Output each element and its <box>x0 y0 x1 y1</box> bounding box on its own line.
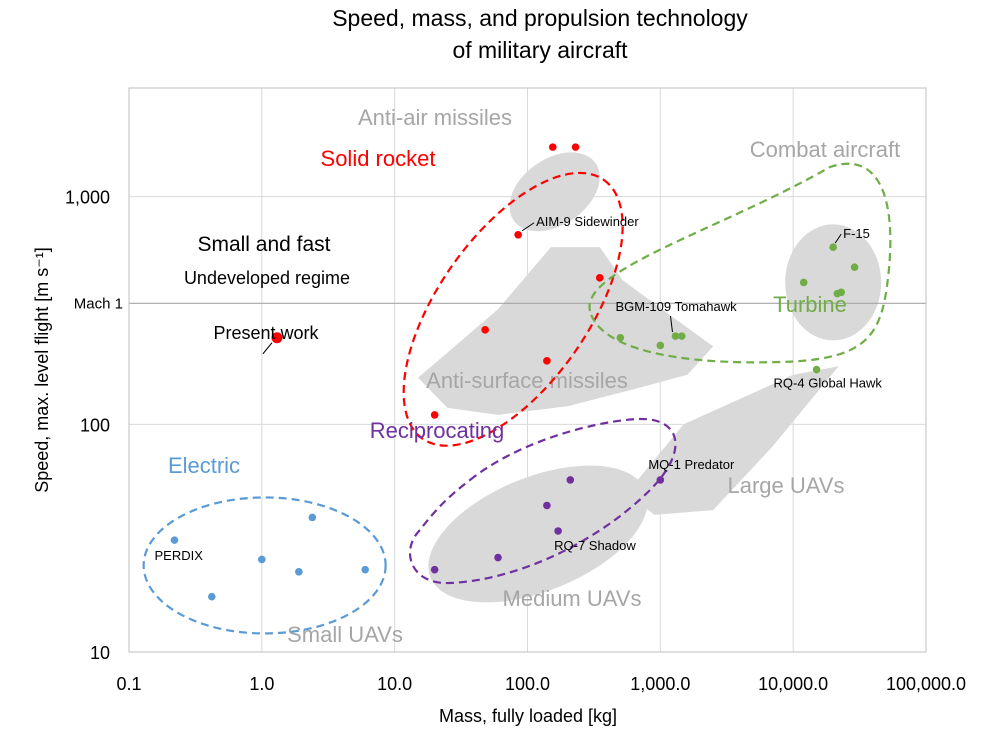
data-label: PERDIX <box>154 548 203 563</box>
tick-labels: 0.1 1.0 10.0 100.0 1,000.0 10,000.0 100,000.0 1… <box>65 188 966 694</box>
envelope-solid-rocket <box>402 171 624 447</box>
region-label-medium-uavs: Medium UAVs <box>503 586 642 611</box>
data-point-turbine <box>656 341 665 350</box>
data-point-electric <box>258 555 266 564</box>
leader-line <box>521 222 535 232</box>
data-label: AIM-9 Sidewinder <box>536 214 639 229</box>
leader-line <box>834 233 842 244</box>
data-point-electric <box>207 592 216 601</box>
chart-title-line-1: Speed, mass, and propulsion technology <box>332 5 748 31</box>
data-point-reciprocating <box>554 527 562 535</box>
series-label-electric: Electric <box>168 453 240 478</box>
y-tick-label: 10 <box>90 643 110 663</box>
data-point-turbine <box>829 243 837 251</box>
series-label-reciprocating: Reciprocating <box>370 418 505 443</box>
data-label: RQ-4 Global Hawk <box>774 376 883 391</box>
data-point-electric <box>170 536 179 544</box>
leader-line-present-work <box>262 342 273 355</box>
data-point-turbine <box>833 289 842 298</box>
y-tick-label: 100 <box>80 415 110 435</box>
data-point-reciprocating <box>543 501 551 510</box>
region-label-large-uavs: Large UAVs <box>728 473 845 498</box>
data-point-solid-rocket <box>514 230 522 239</box>
region-combat-aircraft <box>785 224 882 341</box>
technology-envelopes <box>142 162 892 635</box>
mach-line-group: Mach 1 <box>74 295 926 312</box>
annotation-undeveloped: Undeveloped regime <box>184 268 350 288</box>
data-point-electric <box>361 565 369 574</box>
series-label-solid-rocket: Solid rocket <box>321 146 436 171</box>
region-label-small-uavs: Small UAVs <box>287 622 403 647</box>
data-point-present-work <box>271 332 283 344</box>
envelope-reciprocating <box>408 417 677 585</box>
data-point-electric <box>308 513 317 522</box>
data-point-electric <box>295 568 303 576</box>
data-points <box>170 143 859 601</box>
region-label-anti-air: Anti-air missiles <box>358 105 512 130</box>
data-point-turbine <box>616 333 625 342</box>
data-point-reciprocating <box>494 553 502 562</box>
present-work-label: Present work <box>213 323 319 343</box>
data-point-solid-rocket <box>595 274 604 282</box>
data-label: F-15 <box>843 226 870 241</box>
mach-1-label: Mach 1 <box>74 295 123 312</box>
envelope-electric <box>142 496 387 635</box>
region-large-uavs <box>626 366 839 515</box>
annotation-small-fast: Small and fast <box>197 233 330 256</box>
data-point-reciprocating <box>656 476 665 484</box>
data-point-turbine <box>799 278 808 287</box>
x-axis-title: Mass, fully loaded [kg] <box>439 706 617 726</box>
region-shapes <box>418 152 882 603</box>
data-point-solid-rocket <box>543 357 551 365</box>
data-label: MQ-1 Predator <box>648 457 735 472</box>
data-point-turbine <box>850 263 859 271</box>
data-point-reciprocating <box>566 476 575 484</box>
leader-line <box>669 316 673 333</box>
data-point-turbine <box>671 332 680 340</box>
point-callouts: AIM-9 Sidewinder F-15 BGM-109 Tomahawk RQ-4… <box>154 214 882 563</box>
chart-title-line-2: of military aircraft <box>452 37 628 63</box>
data-point-turbine <box>812 365 821 374</box>
x-tick-label: 10.0 <box>377 674 412 694</box>
x-tick-label: 100,000.0 <box>886 674 966 694</box>
y-tick-label: 1,000 <box>65 188 110 208</box>
data-label: BGM-109 Tomahawk <box>615 299 737 314</box>
envelope-turbine <box>588 162 892 364</box>
series-label-turbine: Turbine <box>773 292 847 317</box>
data-point-solid-rocket <box>430 411 439 419</box>
region-label-combat-aircraft: Combat aircraft <box>750 137 900 162</box>
data-point-solid-rocket <box>548 143 557 151</box>
region-medium-uavs <box>428 465 648 603</box>
x-tick-label: 100.0 <box>505 674 550 694</box>
region-label-anti-surface: Anti-surface missiles <box>426 368 628 393</box>
region-anti-surface-missiles <box>418 247 714 415</box>
x-tick-label: 1.0 <box>249 674 274 694</box>
region-labels: Anti-air missiles Anti-surface missiles Co… <box>287 105 900 647</box>
x-tick-label: 1,000.0 <box>630 674 690 694</box>
plot-border <box>128 87 927 653</box>
data-point-solid-rocket <box>571 143 580 151</box>
data-point-reciprocating <box>430 565 439 574</box>
x-tick-label: 10,000.0 <box>758 674 828 694</box>
y-axis-title: Speed, max. level flight [m s⁻¹] <box>32 247 52 493</box>
data-point-solid-rocket <box>481 326 489 334</box>
region-anti-air-missiles <box>509 152 600 232</box>
data-label: RQ-7 Shadow <box>554 538 636 553</box>
data-point-turbine <box>677 332 686 340</box>
x-tick-label: 0.1 <box>116 674 141 694</box>
